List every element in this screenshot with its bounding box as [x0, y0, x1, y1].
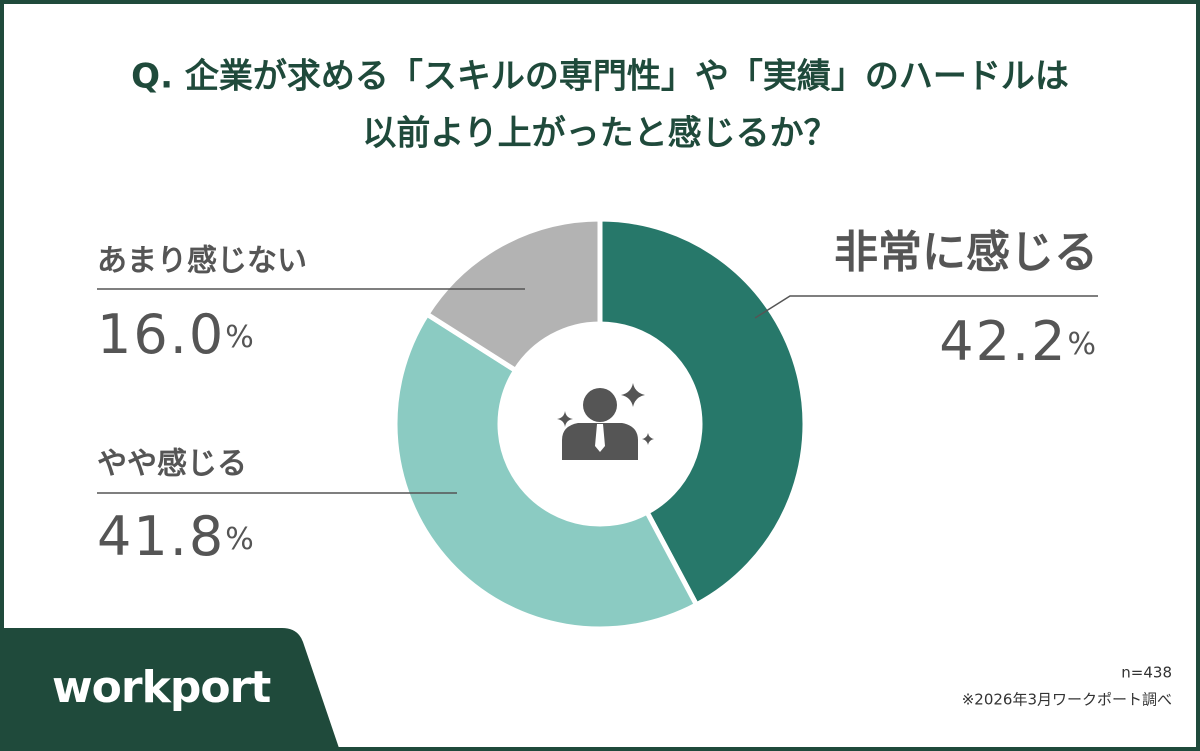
icon-sparkle [557, 411, 573, 427]
brand-panel [0, 628, 340, 751]
category-label: やや感じる [97, 447, 247, 482]
category-label: 非常に感じる [834, 227, 1098, 278]
leader-lines [97, 288, 1098, 494]
person-icon [557, 383, 654, 460]
donut-slice [392, 310, 700, 632]
icon-sparkle [621, 383, 645, 407]
value-label: 16.0% [97, 303, 256, 366]
value-label: 42.2% [939, 310, 1098, 373]
leader-line [754, 295, 1098, 319]
value-label: 41.8% [97, 505, 256, 568]
icon-head [583, 388, 617, 422]
brand-logo: workport [52, 662, 271, 713]
donut [392, 216, 808, 632]
chart-title: Q. 企業が求める「スキルの専門性」や「実績」のハードルは [131, 57, 1069, 97]
donut-slice [597, 216, 808, 609]
donut-slice [423, 216, 603, 374]
icon-tie [595, 424, 605, 452]
source-note: ※2026年3月ワークポート調べ [962, 691, 1172, 709]
category-label: あまり感じない [97, 244, 307, 279]
chart-title: 以前より上がったと感じるか？ [362, 114, 837, 154]
sample-size: n=438 [1121, 664, 1172, 682]
icon-sparkle [642, 433, 654, 445]
